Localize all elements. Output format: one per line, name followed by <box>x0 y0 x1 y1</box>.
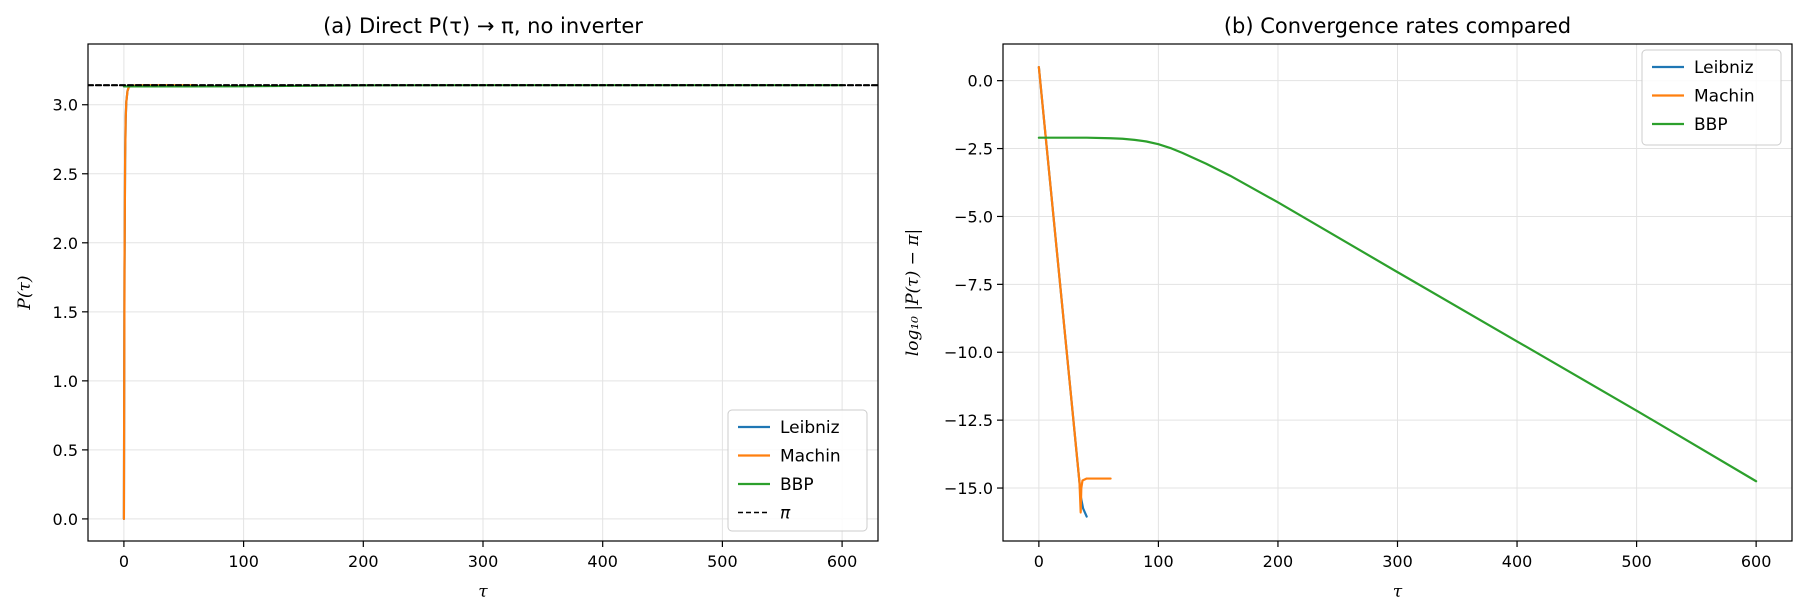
panel-b-ylabel: log₁₀ |P(τ) − π| <box>903 229 923 356</box>
x-tick-label: 500 <box>1621 552 1652 571</box>
y-tick-label: 0.5 <box>53 441 78 460</box>
x-tick-label: 0 <box>119 552 129 571</box>
y-tick-label: 2.5 <box>53 165 78 184</box>
x-tick-label: 200 <box>348 552 379 571</box>
legend-box <box>1641 49 1782 146</box>
panel-a-series <box>88 84 878 521</box>
series-line-bbp <box>1037 136 1758 483</box>
legend-label: Machin <box>1694 87 1755 107</box>
legend-box <box>727 409 868 532</box>
x-tick-label: 300 <box>468 552 499 571</box>
panel-a-ticks: 0 100 200 300 400 500 600 0.0 0.5 1.0 1.5 2.0 2.5 3.0 <box>53 96 858 571</box>
panel-b-series <box>1037 65 1758 518</box>
x-tick-label: 0 <box>1034 552 1044 571</box>
panel-b-xlabel: τ <box>1393 582 1403 602</box>
series-line-machin <box>1037 65 1112 514</box>
legend-label: BBP <box>780 475 814 495</box>
y-tick-label: −15.0 <box>944 479 993 498</box>
x-tick-label: 100 <box>228 552 259 571</box>
legend-label: Leibniz <box>780 418 840 438</box>
legend-label: Machin <box>780 447 841 467</box>
x-tick-label: 600 <box>1741 552 1772 571</box>
panel-a-xlabel: τ <box>478 582 488 602</box>
x-tick-label: 200 <box>1263 552 1294 571</box>
x-tick-label: 100 <box>1143 552 1174 571</box>
x-tick-label: 400 <box>1502 552 1533 571</box>
y-tick-label: −7.5 <box>954 275 993 294</box>
y-tick-label: 2.0 <box>53 234 78 253</box>
y-tick-label: −12.5 <box>944 411 993 430</box>
x-tick-label: 500 <box>707 552 738 571</box>
panel-a-legend: Leibniz Machin BBP π <box>727 409 868 532</box>
y-tick-label: 1.5 <box>53 303 78 322</box>
y-tick-label: −2.5 <box>954 140 993 159</box>
y-tick-label: 3.0 <box>53 96 78 115</box>
panel-a-ylabel: P(τ) <box>15 275 35 310</box>
panel-b-legend: Leibniz Machin BBP <box>1641 49 1782 146</box>
legend-label: Leibniz <box>1694 58 1754 78</box>
x-tick-label: 400 <box>587 552 618 571</box>
panel-b-title: (b) Convergence rates compared <box>1224 14 1571 38</box>
y-tick-label: 0.0 <box>968 72 993 91</box>
panel-a-chart: 0 100 200 300 400 500 600 0.0 0.5 1.0 1.5 2.0 2.5 3.0… <box>15 14 879 602</box>
x-tick-label: 600 <box>827 552 858 571</box>
panel-a-title: (a) Direct P(τ) → π, no inverter <box>323 14 643 38</box>
y-tick-label: 0.0 <box>53 510 78 529</box>
y-tick-label: −5.0 <box>954 207 993 226</box>
legend-label: π <box>780 504 791 524</box>
panel-a-grid <box>88 44 878 541</box>
y-tick-label: −10.0 <box>944 343 993 362</box>
legend-label: BBP <box>1694 115 1728 135</box>
panel-b-chart: 0 100 200 300 400 500 600 0.0 −2.5 −5.0 −7.5 −10.0 −… <box>903 14 1793 602</box>
y-tick-label: 1.0 <box>53 372 78 391</box>
panel-b-ticks: 0 100 200 300 400 500 600 0.0 −2.5 −5.0 −7.5 −10.0 −… <box>944 72 1771 571</box>
x-tick-label: 300 <box>1382 552 1413 571</box>
